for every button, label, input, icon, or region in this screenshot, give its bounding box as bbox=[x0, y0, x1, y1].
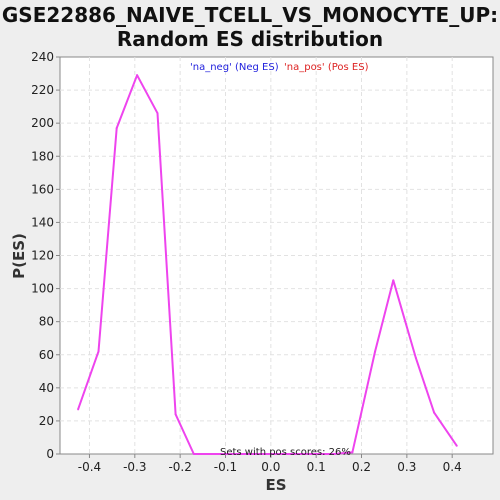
series-layer bbox=[77, 74, 458, 455]
es-distribution-line bbox=[77, 74, 458, 455]
y-tick-label: 120 bbox=[31, 249, 54, 263]
x-axis-ticks: -0.4 -0.3 -0.2 -0.1 0.0 0.1 0.2 0.3 0.4 bbox=[78, 454, 462, 474]
es-data-point bbox=[333, 453, 336, 455]
es-data-point bbox=[374, 350, 377, 353]
y-tick-label: 80 bbox=[39, 315, 54, 329]
grid bbox=[60, 57, 493, 454]
x-axis-title: ES bbox=[265, 476, 286, 494]
y-tick-label: 60 bbox=[39, 348, 54, 362]
es-data-point bbox=[269, 453, 272, 455]
x-tick-label: 0.2 bbox=[352, 460, 371, 474]
es-data-point bbox=[115, 127, 118, 130]
es-data-point bbox=[192, 453, 195, 455]
es-data-point bbox=[136, 74, 139, 77]
pos-score-annotation: Sets with pos scores: 26% bbox=[220, 447, 351, 458]
es-data-point bbox=[156, 112, 159, 115]
y-axis-title: P(ES) bbox=[10, 233, 28, 279]
es-data-point bbox=[97, 350, 100, 353]
es-data-point bbox=[215, 453, 218, 455]
y-tick-label: 200 bbox=[31, 116, 54, 130]
es-data-point bbox=[174, 413, 177, 416]
chart-title: GSE22886_NAIVE_TCELL_VS_MONOCYTE_UP: bbox=[2, 3, 498, 27]
y-axis-ticks: 0 20 40 60 80 100 120 140 160 180 200 220 240 bbox=[31, 50, 60, 461]
y-tick-label: 220 bbox=[31, 83, 54, 97]
x-tick-label: 0.3 bbox=[397, 460, 416, 474]
legend-item-pos: 'na_pos' (Pos ES) bbox=[284, 62, 369, 73]
y-tick-label: 180 bbox=[31, 149, 54, 163]
x-tick-label: 0.1 bbox=[307, 460, 326, 474]
y-tick-label: 40 bbox=[39, 381, 54, 395]
es-data-point bbox=[392, 279, 395, 282]
y-tick-label: 160 bbox=[31, 182, 54, 196]
x-tick-label: -0.1 bbox=[214, 460, 237, 474]
y-tick-label: 100 bbox=[31, 282, 54, 296]
y-tick-label: 0 bbox=[46, 447, 54, 461]
es-data-point bbox=[433, 411, 436, 414]
y-tick-label: 140 bbox=[31, 215, 54, 229]
y-tick-label: 20 bbox=[39, 414, 54, 428]
x-tick-label: -0.2 bbox=[168, 460, 191, 474]
x-tick-label: -0.3 bbox=[123, 460, 146, 474]
x-tick-label: -0.4 bbox=[78, 460, 101, 474]
y-tick-label: 240 bbox=[31, 50, 54, 64]
chart-subtitle: Random ES distribution bbox=[117, 27, 383, 51]
legend: 'na_neg' (Neg ES) 'na_pos' (Pos ES) bbox=[190, 62, 369, 73]
es-data-point bbox=[77, 408, 80, 411]
legend-item-neg: 'na_neg' (Neg ES) bbox=[190, 62, 279, 73]
es-data-point bbox=[351, 451, 354, 454]
es-data-point bbox=[414, 357, 417, 360]
es-data-point bbox=[455, 444, 458, 447]
x-tick-label: 0.4 bbox=[443, 460, 462, 474]
x-tick-label: 0.0 bbox=[261, 460, 280, 474]
